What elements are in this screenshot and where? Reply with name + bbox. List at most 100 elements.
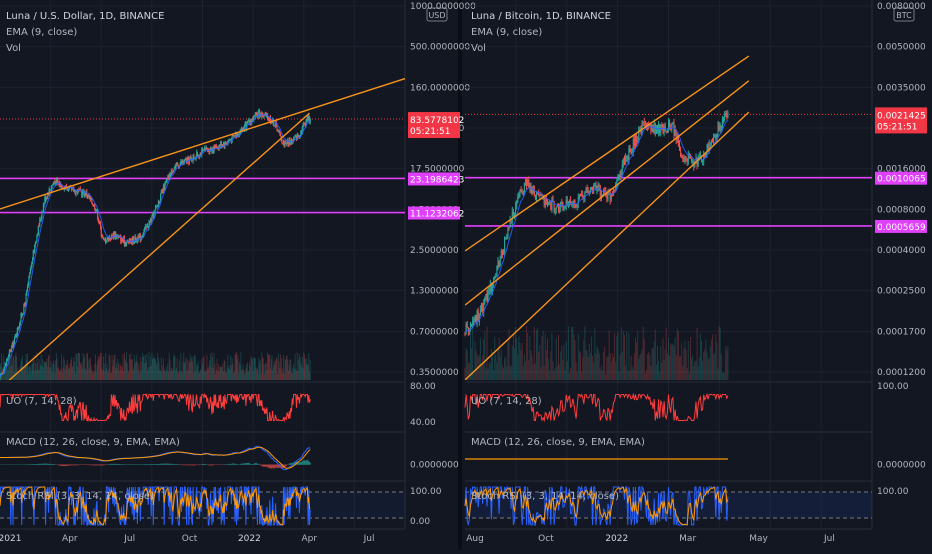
uo-tick-label: 80.00 [410,382,436,392]
volume-bar [595,354,596,380]
volume-bar [601,365,602,380]
volume-bar [477,354,478,380]
candle-body [556,206,557,208]
candle-body [708,145,709,148]
volume-bar [484,331,485,380]
candle-body [548,202,549,205]
candle-body [469,331,470,332]
candle-body [488,292,489,301]
candle-body [520,189,521,194]
candle-body [571,204,572,205]
candle-body [683,158,684,159]
volume-bar [543,331,544,380]
candle-body [656,129,657,133]
candle-body [500,259,501,267]
candle-body [29,274,30,277]
volume-bar [677,329,678,380]
candle-body [711,141,712,142]
volume-bar [556,338,557,380]
volume-bar [493,370,494,380]
volume-bar [652,348,653,380]
candle-body [512,212,513,222]
price-tag-label: 83.5778102 [410,116,464,126]
volume-bar [604,347,605,380]
volume-bar [560,352,561,380]
volume-bar [727,346,728,380]
candle-body [685,159,686,160]
volume-bar [686,350,687,380]
volume-bar [490,363,491,380]
volume-bar [711,339,712,380]
volume-bar [680,356,681,380]
volume-bar [577,372,578,380]
ema-legend: EMA (9, close) [471,27,542,38]
volume-bar [559,364,560,380]
candle-body [481,307,482,310]
candle-body [478,311,479,321]
volume-bar [665,349,666,380]
candle-body [38,226,39,235]
candle-body [588,191,589,192]
price-tick-label: 0.0001200 [877,368,926,378]
level-tag-label: 0.0005659 [877,223,926,233]
volume-bar [705,340,706,380]
volume-bar [649,355,650,380]
volume-bar [675,337,676,380]
candle-body [155,207,156,210]
candle-body [620,175,621,177]
candle-body [568,202,569,203]
volume-bar [523,366,524,380]
volume-bar [696,361,697,380]
volume-bar [627,371,628,380]
candle-body [721,126,722,128]
price-tick-label: 0.0002500 [877,287,926,297]
volume-bar [581,372,582,380]
candle-body [496,266,497,275]
candle-body [692,162,693,163]
volume-bar [534,328,535,380]
candle-body [679,143,680,150]
volume-bar [697,328,698,380]
candle-body [523,191,524,193]
volume-bar [569,373,570,380]
candle-body [516,202,517,207]
candle-body [581,195,582,197]
candle-body [502,251,503,253]
volume-bar [473,373,474,380]
volume-bar [502,365,503,380]
candle-body [517,196,518,201]
candle-body [528,180,529,188]
volume-bar [516,338,517,380]
volume-bar [524,354,525,380]
volume-bar [672,344,673,380]
volume-bar [671,345,672,380]
level-tag-label: 0.0010065 [877,175,926,185]
volume-bar [466,348,467,380]
price-tick-label: 0.0080000 [877,2,926,12]
volume-bar [658,361,659,380]
candle-body [555,209,556,212]
volume-bar [545,334,546,380]
volume-bar [579,351,580,380]
volume-bar [622,352,623,380]
volume-bar [572,327,573,380]
candle-body [639,127,640,129]
price-tick-label: 1.3000000 [410,287,459,297]
time-tick-label: Jul [363,534,375,544]
volume-bar [551,333,552,380]
volume-bar [653,348,654,380]
volume-bar [578,334,579,380]
candle-body [674,123,675,136]
volume-bar [683,348,684,380]
candle-body [690,156,691,158]
candle-body [682,158,683,159]
volume-bar [690,337,691,380]
volume-bar [719,326,720,380]
volume-bar [594,328,595,380]
volume-bar [482,355,483,380]
candle-body [489,291,490,292]
time-tick-label: Jul [123,534,135,544]
volume-legend: Vol [471,43,486,54]
level-tag-label: 23.1986423 [410,175,464,185]
volume-bar [698,366,699,380]
